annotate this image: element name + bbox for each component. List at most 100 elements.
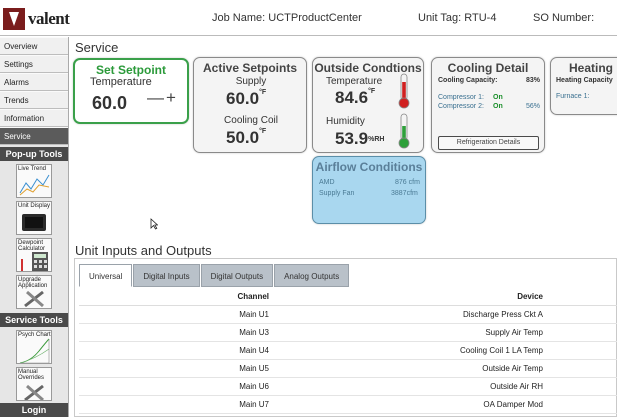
humidity-thermometer-icon (398, 113, 410, 149)
setpoint-adjust-buttons[interactable]: —+ (147, 88, 178, 107)
humidity-label: Humidity (326, 116, 365, 127)
psych-chart-tool[interactable]: Psych Chart (16, 330, 52, 364)
psych-chart-icon (19, 338, 50, 363)
airflow-conditions-title: Airflow Conditions (315, 160, 423, 174)
cooling-coil-value: 50.0°F (226, 128, 266, 148)
nav-trends[interactable]: Trends (0, 91, 68, 109)
upgrade-icon (24, 290, 44, 308)
nav-settings[interactable]: Settings (0, 55, 68, 73)
row-device: Supply Air Temp (485, 328, 543, 337)
nav-information[interactable]: Information (0, 109, 68, 127)
upgrade-application-tool[interactable]: Upgrade Application (16, 275, 52, 309)
valent-logo-mark (3, 8, 25, 30)
outside-conditions-card: Outside Condtions Temperature 84.6°F Hum… (312, 57, 424, 153)
live-trend-label: Live Trend (18, 166, 47, 172)
active-setpoints-card: Active Setpoints Supply 60.0°F Cooling C… (193, 57, 307, 153)
popup-tools-heading: Pop-up Tools (0, 147, 68, 161)
active-setpoints-title: Active Setpoints (202, 61, 298, 75)
humidity-value-text: 53.9 (335, 129, 369, 148)
outside-temp-value-text: 84.6 (335, 88, 369, 107)
row-device: Outside Air Temp (482, 364, 543, 373)
service-title: Service (75, 40, 119, 55)
compressor-1-label: Compressor 1: (438, 94, 484, 101)
psych-chart-label: Psych Chart (18, 332, 51, 338)
unit-tag: Unit Tag: RTU-4 (418, 12, 497, 24)
row-device: Discharge Press Ckt A (462, 310, 543, 319)
row-channel: Main U1 (239, 310, 269, 319)
login-heading[interactable]: Login (0, 403, 68, 417)
row-channel: Main U4 (239, 346, 269, 355)
temperature-thermometer-icon (398, 73, 410, 109)
outside-temp-value: 84.6°F (335, 88, 375, 108)
cooling-detail-title: Cooling Detail (447, 61, 529, 75)
calculator-icon (21, 252, 48, 271)
supply-fan-label: Supply Fan (319, 190, 355, 197)
sidebar: Overview Settings Alarms Trends Informat… (0, 37, 69, 417)
main-content: Service Set Setpoint Temperature 60.0 —+… (70, 37, 617, 417)
set-setpoint-card: Set Setpoint Temperature 60.0 —+ (73, 58, 189, 124)
channel-column-header[interactable]: Channel (237, 292, 269, 301)
row-device: Cooling Coil 1 LA Temp (459, 346, 543, 355)
cooling-capacity-label: Cooling Capacity: (438, 77, 498, 84)
set-setpoint-title: Set Setpoint (95, 63, 166, 77)
outside-temp-label: Temperature (326, 76, 383, 87)
io-title: Unit Inputs and Outputs (75, 243, 212, 258)
row-device: OA Damper Mod (483, 400, 543, 409)
heating-card: Heating Heating Capacity Furnace 1: (550, 57, 617, 115)
mouse-cursor-icon (150, 218, 158, 230)
nav-alarms[interactable]: Alarms (0, 73, 68, 91)
table-row[interactable]: Main U6 Outside Air RH (79, 378, 617, 396)
nav-service[interactable]: Service (0, 127, 68, 145)
unit-display-label: Unit Display (18, 203, 51, 209)
nav-overview[interactable]: Overview (0, 37, 68, 55)
valent-logo: valent (3, 8, 70, 30)
tab-digital-inputs[interactable]: Digital Inputs (133, 264, 200, 287)
compressor-2-state: On (493, 103, 503, 110)
live-trend-icon (19, 174, 50, 196)
humidity-unit: %RH (368, 136, 385, 144)
device-column-header[interactable]: Device (517, 292, 543, 301)
refrigeration-details-button[interactable]: Refrigeration Details (438, 136, 539, 150)
unit-display-icon (22, 214, 46, 231)
outside-temp-unit: °F (368, 88, 376, 95)
amd-label: AMD (319, 179, 335, 186)
tab-digital-outputs[interactable]: Digital Outputs (200, 264, 274, 287)
supply-fan-value: 3887cfm (391, 190, 418, 197)
io-table-header: Channel Device (79, 287, 617, 306)
cooling-coil-label: Cooling Coil (224, 115, 278, 126)
cooling-coil-unit: °F (259, 128, 267, 135)
table-row[interactable]: Main U4 Cooling Coil 1 LA Temp (79, 342, 617, 360)
table-row[interactable]: Main U3 Supply Air Temp (79, 324, 617, 342)
service-tools-heading: Service Tools (0, 313, 68, 327)
row-device: Outside Air RH (490, 382, 543, 391)
unit-display-tool[interactable]: Unit Display (16, 201, 52, 235)
row-channel: Main U3 (239, 328, 269, 337)
row-channel: Main U5 (239, 364, 269, 373)
setpoint-value: 60.0 (92, 93, 128, 113)
live-trend-tool[interactable]: Live Trend (16, 164, 52, 198)
table-row[interactable]: Main U7 OA Damper Mod (79, 396, 617, 414)
compressor-2-percent: 56% (526, 103, 541, 110)
table-row[interactable]: Main U5 Outside Air Temp (79, 360, 617, 378)
dewpoint-calculator-label: Dewpoint Calculator (18, 240, 46, 252)
row-channel: Main U6 (239, 382, 269, 391)
amd-value: 876 cfm (395, 179, 420, 186)
cooling-capacity-value: 83% (526, 77, 541, 84)
job-name: Job Name: UCTProductCenter (212, 12, 362, 24)
cooling-coil-value-text: 50.0 (226, 128, 260, 147)
dewpoint-calculator-tool[interactable]: Dewpoint Calculator (16, 238, 52, 272)
upgrade-application-label: Upgrade Application (18, 277, 48, 289)
supply-unit: °F (259, 89, 267, 96)
tab-analog-outputs[interactable]: Analog Outputs (274, 264, 350, 287)
brand-name: valent (28, 9, 70, 28)
compressor-2-label: Compressor 2: (438, 103, 484, 110)
row-channel: Main U7 (239, 400, 269, 409)
heating-title: Heating (569, 61, 614, 75)
table-row[interactable]: Main U1 Discharge Press Ckt A (79, 306, 617, 324)
overrides-icon (24, 384, 44, 400)
tab-universal[interactable]: Universal (79, 264, 133, 287)
furnace-1-label: Furnace 1: (556, 93, 590, 100)
manual-overrides-tool[interactable]: Manual Overrides (16, 367, 52, 401)
supply-value-text: 60.0 (226, 89, 260, 108)
app-header: valent Job Name: UCTProductCenter Unit T… (0, 0, 617, 36)
